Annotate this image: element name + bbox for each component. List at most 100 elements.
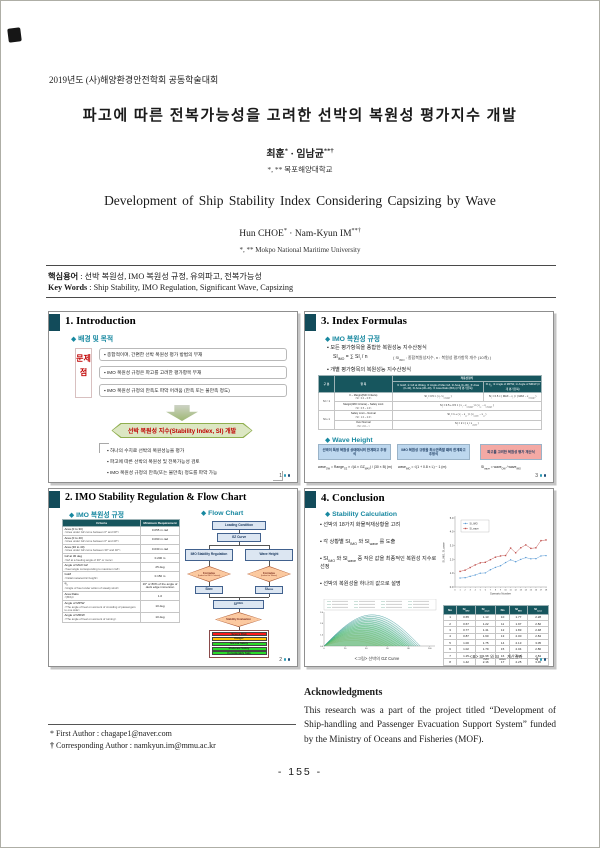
footer-dot (539, 658, 543, 661)
footnote-first-author: * First Author : chagape1@naver.com (50, 729, 172, 738)
svg-text:14: 14 (525, 589, 528, 591)
evaluation-result: Normal Safety (211, 641, 267, 646)
connector (238, 627, 240, 630)
svg-text:3: 3 (470, 589, 472, 591)
svg-text:3.0: 3.0 (320, 612, 324, 614)
connector (268, 582, 270, 586)
svg-text:16: 16 (535, 589, 538, 591)
footer-dot (287, 658, 290, 661)
svg-text:13: 13 (520, 589, 523, 591)
flow-formulas-wave-diamond: Formulas (Index for Wave) (247, 566, 291, 582)
flow-si-wave: SI wave (255, 586, 283, 594)
benefit-item: ▪ 하나의 수치로 선박의 복원성능을 평가 (107, 447, 185, 453)
benefit-list: ▪ 하나의 수치로 선박의 복원성능을 평가 ▪ 파고에 따른 선박의 복원성 및… (99, 443, 283, 481)
footer-dot (283, 658, 287, 661)
flow-gz-curve: GZ Curve (217, 533, 261, 542)
problem-item: ▪ IMO 복원성 규정은 파고를 고려한 평가항목 부재 (99, 366, 287, 379)
conference-header: 2019년도 (사)해양환경안전학회 공동학술대회 (49, 75, 219, 85)
table-caption: <표> SIIMO 와 SIwave 계산결과 (469, 654, 523, 661)
flow-si-imo: SI IMO (195, 586, 223, 594)
wave-height-box: 파고를 고려한 복원성 평가 계산식 (480, 444, 542, 460)
slide-conclusion: 4. Conclusion ◆ Stability Calculation 0.… (304, 488, 554, 667)
slide-title-tab (305, 314, 316, 331)
slide2-title: 2. IMO Stability Regulation & Flow Chart (65, 492, 247, 503)
slide3-section2: ◆ Wave Height (325, 437, 373, 444)
svg-text:11: 11 (510, 589, 513, 591)
total-index-note: ( SIIMO : 종합복원성지수, n : 복원성 평가항목 개수 (10개)… (393, 355, 492, 362)
slide1-title: 1. Introduction (65, 315, 136, 327)
results-table-wrap: No SIIMO SIwave No SIIMO SIwave 1 0.65 1.13 10 1.7… (442, 605, 549, 666)
footer-dot (543, 474, 546, 477)
table-row: φ0 <Angle of heel under action of steady … (62, 580, 180, 593)
footer-dot (543, 658, 546, 661)
authors-ko: 최훈* · 임남균**† (266, 147, 334, 160)
slide-introduction: 1. Introduction ◆ 배경 및 목적 문제점 선박 복원성 지수(… (48, 311, 298, 483)
evaluation-result: Considerably Safe (211, 651, 267, 656)
slide2-page-number: 2 (279, 657, 290, 663)
svg-text:SI_wave: SI_wave (470, 527, 480, 530)
table-row: 7 1.25 1.98 16 2.05 2.84 (442, 651, 549, 660)
table-row: Angle of MP/W <The angle of heel on accou… (62, 600, 180, 614)
keywords-rule-top (46, 265, 556, 266)
column-header: Criteria (62, 519, 141, 527)
svg-text:SI_IMO, SI_wave: SI_IMO, SI_wave (441, 542, 445, 563)
connector (238, 609, 240, 612)
svg-text:2: 2 (465, 589, 467, 591)
affiliation-en: *, ** Mokpo National Maritime University (239, 246, 361, 254)
wave-height-formula: waveIMO = √(1 + 0.8 × L) − 1 (m) (398, 465, 447, 471)
table-row: Angle of MR/W <The angle of heel on accou… (62, 612, 180, 623)
table-row: 91.542.25182.273.41 (442, 664, 549, 666)
slide4-page-number: 4 (535, 657, 546, 663)
connector (209, 545, 210, 549)
paper-title-en: Development of Ship Stability Index Cons… (104, 193, 496, 208)
slide2-section-right: ◆ Flow Chart (201, 510, 244, 517)
criteria-table: Criteria Minimum Requirement Area (0 to 30… (62, 519, 180, 623)
svg-text:40: 40 (365, 648, 368, 650)
benefit-item: ▪ IMO 복원성 규정의 만족(또는 불만족) 정도를 파악 가능 (107, 469, 218, 475)
svg-text:1: 1 (459, 589, 461, 591)
connector (209, 561, 210, 566)
goal-label: 선박 복원성 지수(Stability Index, SI) 개발 (127, 429, 237, 435)
evaluation-result: Severe Risk (211, 632, 267, 637)
benefit-item: ▪ 파고에 따른 선박의 복원성 및 전복가능성 검토 (107, 458, 200, 464)
connector (238, 542, 240, 545)
slide3-section1: ◆ IMO 복원성 규정 (325, 336, 380, 343)
keywords-en: Key Words : Ship Stability, IMO Regulati… (48, 283, 294, 292)
table-row: 2 0.67 1.22 11 1.97 2.82 (442, 619, 549, 628)
slide3-page-number: 3 (535, 473, 546, 479)
svg-text:0.0: 0.0 (320, 646, 324, 648)
acknowledgments-title: Acknowledgments (304, 687, 383, 698)
total-index-formula: SIIMO = ∑ SIi / n (333, 354, 368, 361)
svg-text:Scenario Number: Scenario Number (490, 592, 511, 596)
slide-imo-regulation-flowchart: 2. IMO Stability Regulation & Flow Chart… (48, 488, 298, 667)
svg-text:60: 60 (386, 648, 389, 650)
flow-loading-condition: Loading Condition (212, 521, 266, 530)
figure-caption: <그림> 선박의 GZ Curve (354, 656, 400, 661)
svg-text:3.0: 3.0 (450, 544, 454, 548)
svg-text:100: 100 (428, 648, 432, 650)
footer-dot (287, 474, 290, 477)
gz-curve-chart: 0.0 1.0 2.0 3.0 0 20 40 60 80 100 (320, 599, 437, 650)
conclusion-bullet: ▪ 선박의 18가지 화물적재상황을 고려 (320, 522, 401, 528)
table-header-row: No SIIMO SIwave No SIIMO SIwave (442, 605, 549, 615)
table-header-row: Criteria Minimum Requirement (62, 519, 180, 527)
connector (268, 594, 270, 597)
svg-text:1.0: 1.0 (450, 571, 454, 575)
table-row: SI ≥ 1 Safety Limit ~ Normal <SI : 1.0 ~ 2… (318, 410, 543, 430)
slide-title-tab (49, 314, 60, 331)
flow-si-final: SI FINAL (213, 600, 264, 609)
affiliation-ko: *, ** 목포해양대학교 (267, 165, 333, 174)
slide3-title: 3. Index Formulas (321, 315, 407, 327)
slide3-bullet1: ▪ 모든 평가항목을 종합한 복원성능 지수산정식 (327, 345, 427, 351)
wave-height-formula: waveOW = RangeGZ × √(A × GZMAX) / (30 × … (318, 465, 392, 471)
svg-text:9: 9 (500, 589, 502, 591)
table-row: Area (0 to 30) <Area under GZ curve betwe… (62, 525, 180, 537)
table-row: Area Ratio <(B/A)> 1.0 (62, 591, 180, 602)
connector (268, 561, 270, 566)
results-table: No SIIMO SIwave No SIIMO SIwave 1 0.65 1.13 10 1.7… (442, 605, 549, 666)
svg-text:7: 7 (490, 589, 492, 591)
